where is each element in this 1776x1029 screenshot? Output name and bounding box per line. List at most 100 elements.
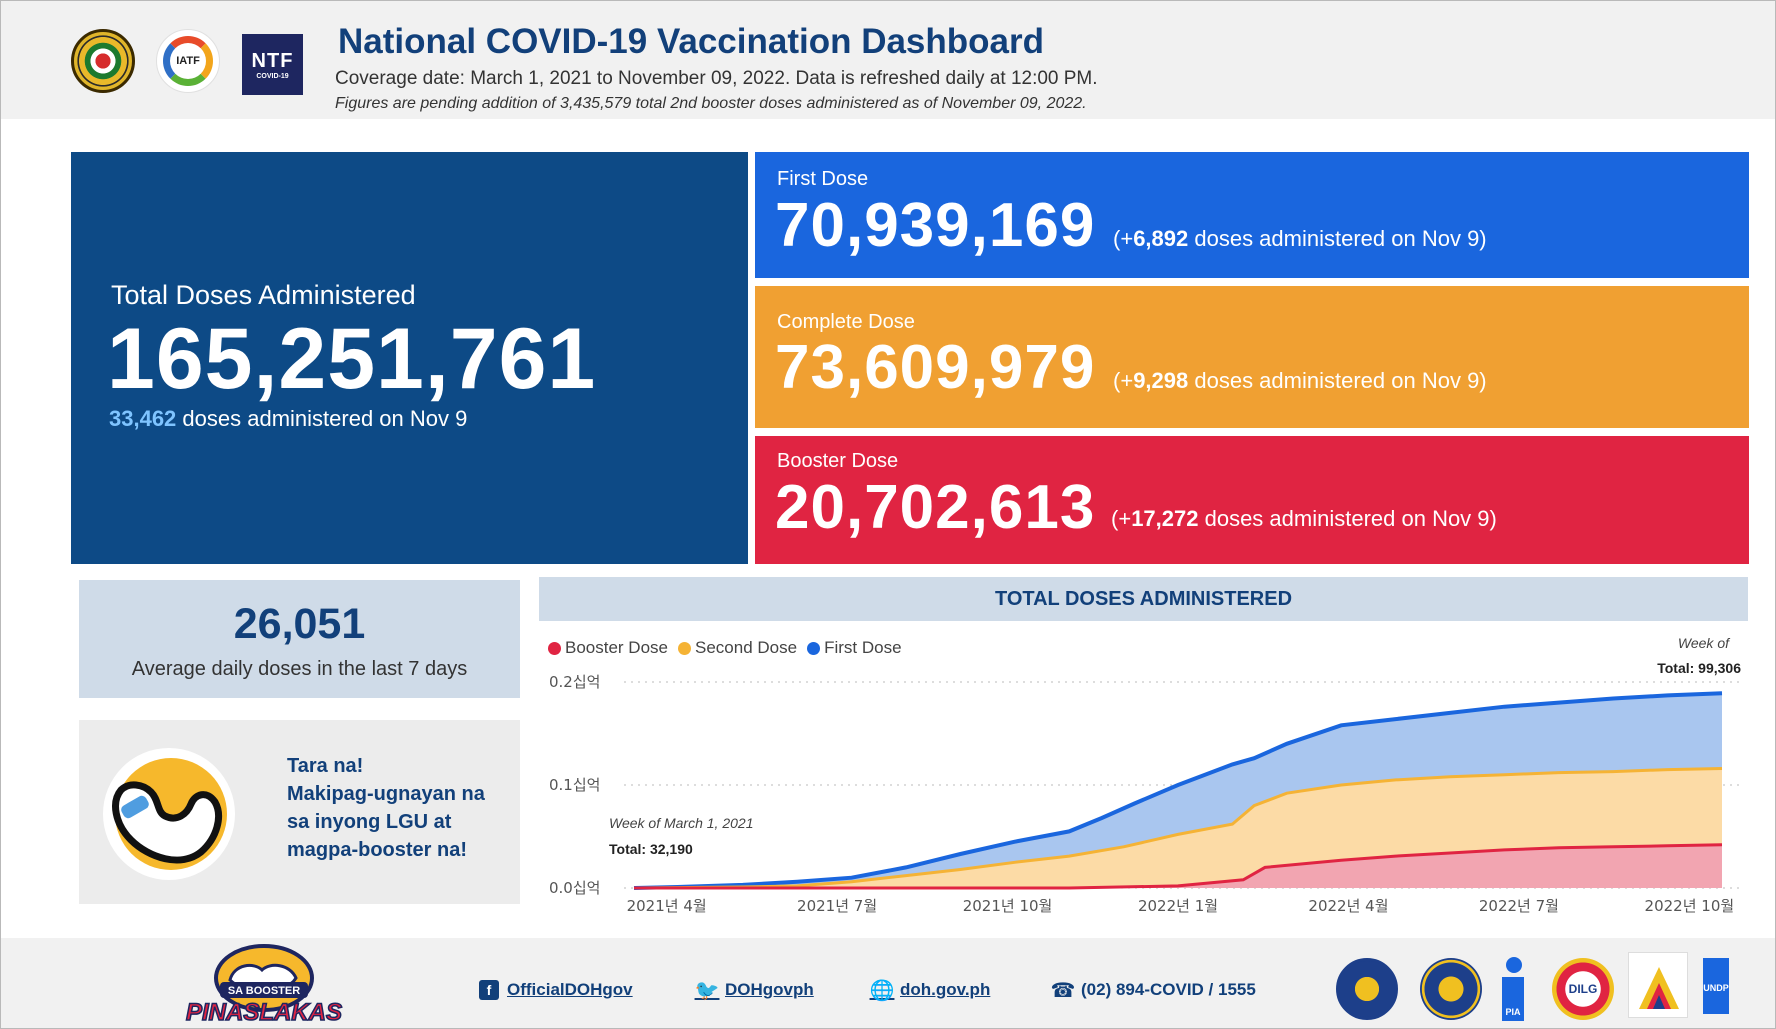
sunburst-icon: [1639, 967, 1679, 1009]
phone-icon: ☎: [1050, 979, 1076, 1002]
complete-dose-increment: (+9,298 doses administered on Nov 9): [1113, 368, 1487, 394]
website-link[interactable]: 🌐 doh.gov.ph: [869, 979, 991, 1002]
first-inc-prefix: (+: [1113, 226, 1134, 251]
end-week-annotation: Week of: [1678, 635, 1731, 651]
end-total-annotation: Total: 99,306: [1657, 660, 1741, 676]
ntf-logo: NTF COVID-19: [242, 34, 303, 95]
complete-inc-value: 9,298: [1133, 368, 1189, 393]
total-daily-text: doses administered on Nov 9: [176, 406, 468, 431]
campaign-top-text: SA BOOSTER: [228, 985, 300, 997]
x-tick-label: 2022년 1월: [1138, 897, 1218, 915]
second-dose-line[interactable]: [633, 767, 1723, 890]
booster-inc-value: 17,272: [1131, 506, 1199, 531]
header: IATF NTF COVID-19 National COVID-19 Vacc…: [1, 1, 1775, 119]
globe-icon: 🌐: [869, 979, 895, 1002]
average-daily-card: 26,051 Average daily doses in the last 7…: [79, 580, 520, 698]
pia-label: PIA: [1502, 977, 1524, 1021]
legend-first-dot-icon: [807, 641, 821, 655]
undp-logo: UNDP: [1703, 958, 1729, 1014]
booster-dose-increment: (+17,272 doses administered on Nov 9): [1111, 506, 1497, 532]
total-daily-value: 33,462: [109, 406, 177, 431]
twitter-link[interactable]: 🐦 DOHgovph: [694, 979, 814, 1002]
average-daily-caption: Average daily doses in the last 7 days: [131, 658, 468, 680]
booster-dose-value: 20,702,613: [775, 473, 1096, 542]
coverage-text: Coverage date: March 1, 2021 to November…: [335, 68, 1098, 89]
page-title: National COVID-19 Vaccination Dashboard: [338, 22, 1044, 61]
sa-booster-pinaslakas-logo: SA BOOSTER PINASLAKAS: [185, 944, 343, 1026]
first-inc-value: 6,892: [1133, 226, 1189, 251]
legend-first[interactable]: First Dose: [807, 638, 902, 658]
start-week-annotation: Week of March 1, 2021: [609, 815, 753, 831]
x-tick-label: 2022년 7월: [1479, 897, 1559, 915]
website-label: doh.gov.ph: [900, 980, 991, 999]
legend-booster-label: Booster Dose: [565, 638, 668, 657]
chart-legend[interactable]: Booster Dose Second Dose First Dose: [548, 638, 902, 658]
booster-dose-card[interactable]: Booster Dose 20,702,613 (+17,272 doses a…: [755, 436, 1749, 564]
facebook-link[interactable]: f OfficialDOHgov: [479, 980, 633, 1000]
total-doses-value: 165,251,761: [107, 311, 597, 407]
doh-seal-logo: [71, 29, 135, 93]
y-tick-label: 0.1십억: [549, 776, 600, 794]
first-dose-value: 70,939,169: [775, 191, 1096, 260]
total-daily-line: 33,462 doses administered on Nov 9: [109, 406, 467, 432]
iatf-logo-text: IATF: [176, 55, 200, 67]
y-axis-ticks: 0.0십억 0.1십억 0.2십억: [549, 673, 600, 897]
booster-inc-prefix: (+: [1111, 506, 1132, 531]
legend-first-label: First Dose: [824, 638, 902, 657]
booster-dose-line[interactable]: [634, 843, 1723, 890]
total-doses-card[interactable]: Total Doses Administered 165,251,761 33,…: [71, 152, 748, 564]
y-tick-label: 0.0십억: [549, 879, 600, 897]
pia-dot-icon: [1506, 957, 1522, 973]
twitter-label: DOHgovph: [725, 980, 814, 999]
twitter-icon: 🐦: [694, 979, 720, 1002]
legend-booster[interactable]: Booster Dose: [548, 638, 668, 658]
pending-note: Figures are pending addition of 3,435,57…: [335, 95, 1087, 112]
total-doses-label: Total Doses Administered: [111, 280, 416, 310]
complete-inc-suffix: doses administered on Nov 9): [1188, 368, 1487, 393]
facebook-label: OfficialDOHgov: [507, 980, 633, 999]
complete-inc-prefix: (+: [1113, 368, 1134, 393]
legend-second[interactable]: Second Dose: [678, 638, 797, 658]
hotline: ☎ (02) 894-COVID / 1555: [1050, 979, 1256, 1002]
facebook-icon: f: [479, 980, 499, 1000]
first-dose-card[interactable]: First Dose 70,939,169 (+6,892 doses admi…: [755, 152, 1749, 278]
y-tick-label: 0.2십억: [549, 673, 600, 691]
pia-logo: PIA: [1502, 957, 1526, 1021]
hotline-label: (02) 894-COVID / 1555: [1081, 980, 1256, 999]
dilg-label: DILG: [1568, 982, 1598, 996]
promo-text: Tara na! Makipag-ugnayan na sa inyong LG…: [287, 752, 485, 864]
booster-dose-label: Booster Dose: [777, 450, 899, 472]
first-dose-label: First Dose: [777, 168, 869, 190]
first-inc-suffix: doses administered on Nov 9): [1188, 226, 1487, 251]
iatf-logo: IATF: [156, 29, 220, 93]
legend-second-dot-icon: [678, 641, 691, 655]
promo-line: Makipag-ugnayan na: [287, 783, 485, 805]
booster-inc-suffix: doses administered on Nov 9): [1198, 506, 1497, 531]
dict-logo: [1628, 952, 1688, 1018]
campaign-bottom-text: PINASLAKAS: [186, 999, 342, 1026]
ops-seal-logo: [1420, 958, 1482, 1020]
first-dose-line[interactable]: [633, 691, 1723, 890]
x-tick-label: 2021년 10월: [963, 897, 1053, 915]
x-tick-label: 2021년 7월: [797, 897, 877, 915]
x-tick-label: 2022년 10월: [1645, 897, 1735, 915]
total-doses-chart[interactable]: 0.0십억 0.1십억 0.2십억 2021년 4월 2021년 7월 2021년 10…: [539, 630, 1748, 920]
promo-line: magpa-booster na!: [287, 839, 468, 861]
ntf-logo-subtext: COVID-19: [256, 72, 289, 80]
booster-dose-area[interactable]: [634, 844, 1722, 888]
ntf-logo-text: NTF: [251, 49, 294, 72]
flexed-arm-icon: [103, 748, 235, 880]
booster-promo-card: Tara na! Makipag-ugnayan na sa inyong LG…: [79, 720, 520, 904]
legend-booster-dot-icon: [548, 641, 561, 655]
chart-title: TOTAL DOSES ADMINISTERED: [539, 577, 1748, 621]
x-tick-label: 2021년 4월: [627, 897, 707, 915]
pco-seal-logo: [1336, 958, 1398, 1020]
dilg-seal-logo: DILG: [1552, 958, 1614, 1020]
first-dose-increment: (+6,892 doses administered on Nov 9): [1113, 226, 1487, 252]
x-tick-label: 2022년 4월: [1308, 897, 1388, 915]
average-daily-value: 26,051: [233, 600, 366, 648]
legend-second-label: Second Dose: [695, 638, 798, 657]
promo-line: sa inyong LGU at: [287, 811, 452, 833]
complete-dose-card[interactable]: Complete Dose 73,609,979 (+9,298 doses a…: [755, 286, 1749, 428]
undp-label: UNDP: [1703, 983, 1729, 993]
